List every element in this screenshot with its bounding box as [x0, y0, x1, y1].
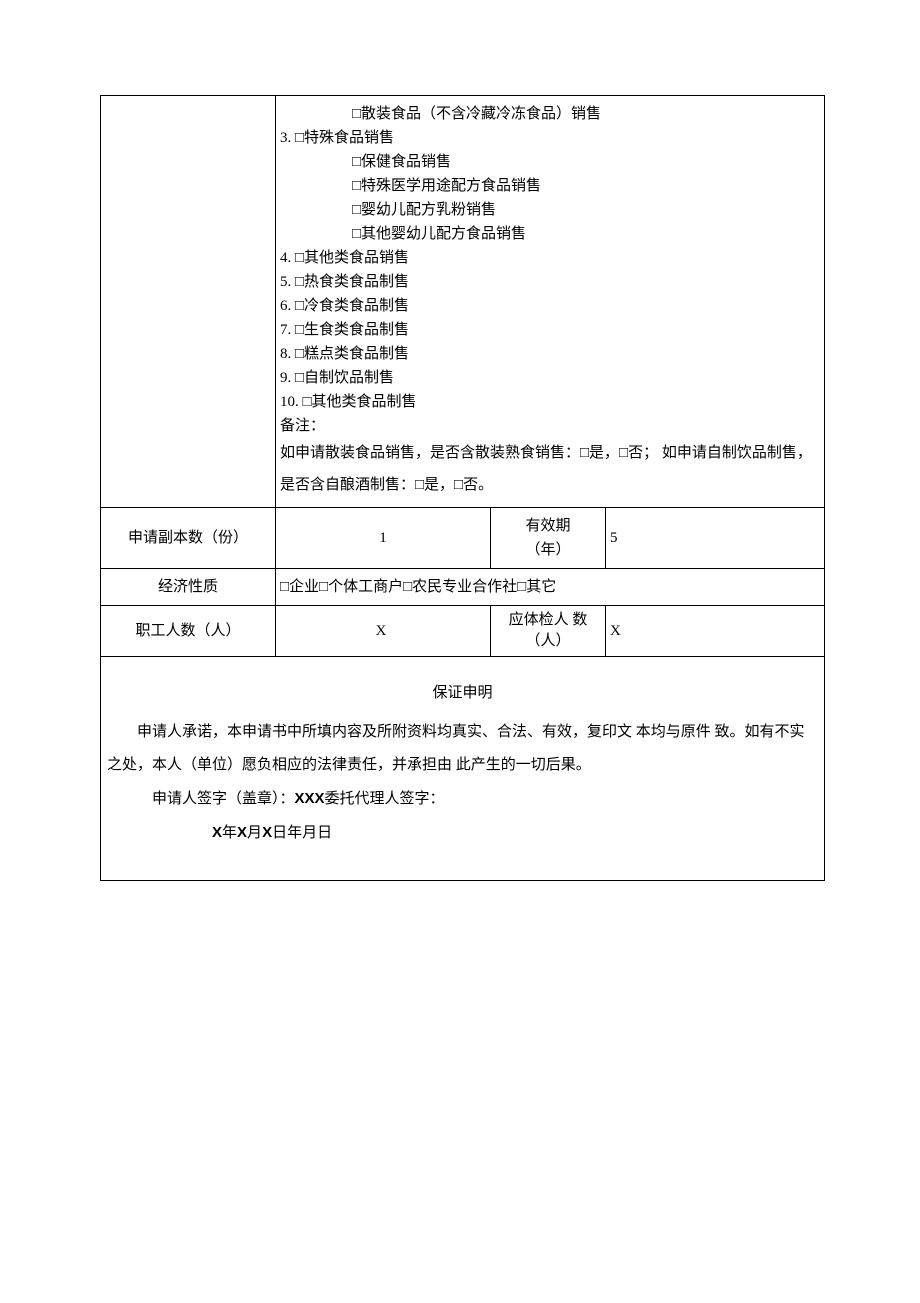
row-staff: 职工人数（人） X 应体检人 数 （人） X	[101, 606, 825, 657]
period-value[interactable]: 5	[606, 508, 825, 569]
item-3c: □婴幼儿配方乳粉销售	[280, 198, 820, 222]
copies-label: 申请副本数（份）	[101, 508, 276, 569]
declaration-body: 申请人承诺，本申请书中所填内容及所附资料均真实、合法、有效，复印文 本均与原件 …	[107, 716, 818, 782]
period-label-a: 有效期	[525, 518, 570, 534]
date-m-prefix: X	[237, 824, 247, 841]
date-d-prefix: X	[262, 824, 272, 841]
item-8: 8. □糕点类食品制售	[280, 342, 820, 366]
staff-value[interactable]: X	[276, 606, 491, 657]
date-y: 年	[222, 825, 237, 841]
item-9: 9. □自制饮品制售	[280, 366, 820, 390]
copies-value[interactable]: 1	[276, 508, 491, 569]
item-10: 10. □其他类食品制售	[280, 390, 820, 414]
items-label-cell	[101, 96, 276, 508]
staff-label: 职工人数（人）	[101, 606, 276, 657]
item-7: 7. □生食类食品制售	[280, 318, 820, 342]
item-3a: □保健食品销售	[280, 150, 820, 174]
economy-label: 经济性质	[101, 569, 276, 606]
date-y-prefix: X	[212, 824, 222, 841]
declaration-cell: 保证申明 申请人承诺，本申请书中所填内容及所附资料均真实、合法、有效，复印文 本…	[101, 657, 825, 881]
item-bulk-nonfrozen: □散装食品（不含冷藏冷冻食品）销售	[280, 102, 820, 126]
date-m: 月	[247, 825, 262, 841]
sig-prefix: 申请人签字（盖章）：	[152, 791, 295, 807]
date-line: X年X月X日年月日	[107, 816, 818, 850]
page: □散装食品（不含冷藏冷冻食品）销售 3. □特殊食品销售 □保健食品销售 □特殊…	[0, 0, 920, 976]
check-label: 应体检人 数 （人）	[491, 606, 606, 657]
row-economy: 经济性质 □企业□个体工商户□农民专业合作社□其它	[101, 569, 825, 606]
item-3b: □特殊医学用途配方食品销售	[280, 174, 820, 198]
check-label-b: （人）	[525, 633, 570, 649]
row-declaration: 保证申明 申请人承诺，本申请书中所填内容及所附资料均真实、合法、有效，复印文 本…	[101, 657, 825, 881]
check-value[interactable]: X	[606, 606, 825, 657]
period-label: 有效期 （年）	[491, 508, 606, 569]
period-label-b: （年）	[525, 542, 570, 558]
declaration-title: 保证申明	[107, 677, 818, 710]
item-4: 4. □其他类食品销售	[280, 246, 820, 270]
sig-name: XXX	[295, 790, 325, 807]
sig-suffix: 委托代理人签字：	[325, 791, 445, 807]
item-3: 3. □特殊食品销售	[280, 126, 820, 150]
items-content: □散装食品（不含冷藏冷冻食品）销售 3. □特殊食品销售 □保健食品销售 □特殊…	[276, 96, 825, 508]
item-5: 5. □热食类食品制售	[280, 270, 820, 294]
date-d: 日年月日	[272, 825, 332, 841]
remark-label: 备注：	[280, 414, 820, 438]
item-6: 6. □冷食类食品制售	[280, 294, 820, 318]
check-label-a: 应体检人 数	[509, 612, 588, 628]
signature-line: 申请人签字（盖章）：XXX委托代理人签字：	[107, 782, 818, 816]
row-copies: 申请副本数（份） 1 有效期 （年） 5	[101, 508, 825, 569]
row-items: □散装食品（不含冷藏冷冻食品）销售 3. □特殊食品销售 □保健食品销售 □特殊…	[101, 96, 825, 508]
remark-body: 如申请散装食品销售，是否含散装熟食销售：□是，□否； 如申请自制饮品制售，是否含…	[280, 438, 820, 501]
form-table: □散装食品（不含冷藏冷冻食品）销售 3. □特殊食品销售 □保健食品销售 □特殊…	[100, 95, 825, 881]
declaration-block: 保证申明 申请人承诺，本申请书中所填内容及所附资料均真实、合法、有效，复印文 本…	[107, 657, 818, 850]
economy-options[interactable]: □企业□个体工商户□农民专业合作社□其它	[276, 569, 825, 606]
item-3d: □其他婴幼儿配方食品销售	[280, 222, 820, 246]
